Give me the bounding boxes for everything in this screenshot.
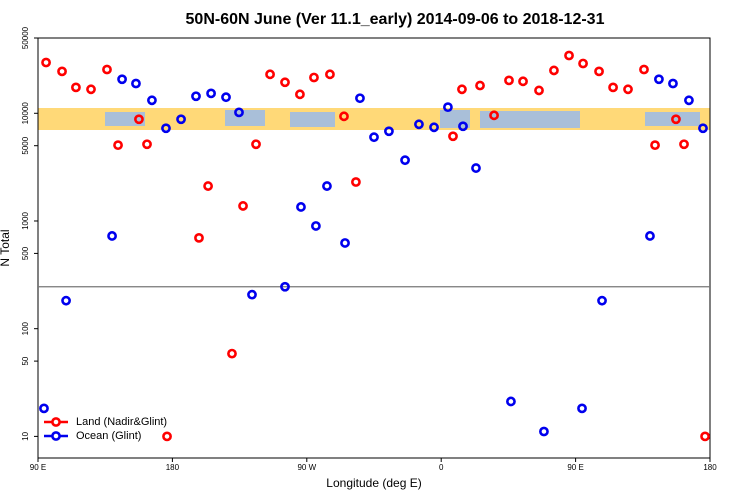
point (280, 77, 290, 88)
y-tick-label: 1000 (21, 212, 30, 230)
point (539, 426, 549, 437)
point (639, 64, 649, 75)
legend-marker (51, 431, 61, 441)
point (369, 132, 379, 143)
point (162, 431, 172, 442)
point (650, 140, 660, 151)
point (134, 114, 144, 125)
y-axis-label: N Total (0, 229, 12, 266)
point (623, 84, 633, 95)
y-tick-label: 50000 (21, 26, 30, 49)
point (147, 95, 157, 106)
point (247, 289, 257, 300)
point (339, 111, 349, 122)
point (107, 231, 117, 241)
x-tick-label: 180 (166, 463, 180, 472)
point (443, 102, 453, 113)
point (400, 155, 410, 166)
y-tick-label: 500 (21, 246, 30, 260)
point (475, 80, 485, 91)
point (309, 72, 319, 83)
point (131, 78, 141, 89)
point (608, 82, 618, 93)
map-strip (38, 108, 710, 130)
point (577, 403, 587, 414)
point (355, 93, 365, 104)
point (698, 123, 708, 134)
point (448, 131, 458, 142)
y-tick-label: 10000 (21, 102, 30, 125)
point (414, 119, 424, 130)
y-tick-label: 10 (21, 431, 30, 440)
point (102, 64, 112, 75)
point (534, 85, 544, 96)
point (311, 221, 321, 231)
point (295, 89, 305, 100)
point (234, 107, 244, 118)
point (265, 69, 275, 80)
point (113, 140, 123, 151)
plot-frame (37, 37, 711, 459)
point (142, 139, 152, 150)
point (458, 121, 468, 132)
point (578, 58, 588, 69)
point (384, 126, 394, 137)
x-axis-label: Longitude (deg E) (326, 476, 421, 490)
point (322, 181, 332, 191)
legend-marker (51, 417, 61, 427)
point (645, 231, 655, 241)
point (518, 76, 528, 87)
y-tick-label: 50 (21, 356, 30, 365)
y-tick-label: 5000 (21, 136, 30, 154)
point (549, 65, 559, 76)
point (429, 122, 439, 133)
point (564, 50, 574, 61)
point (654, 74, 664, 85)
point (597, 295, 607, 306)
point (251, 139, 261, 150)
legend-label: Land (Nadir&Glint) (76, 416, 167, 428)
point (684, 95, 694, 106)
point (227, 348, 237, 359)
x-tick-label: 90 W (297, 463, 316, 472)
point (340, 238, 350, 248)
point (489, 110, 499, 121)
point (41, 57, 51, 68)
point (471, 163, 481, 173)
point (238, 201, 248, 211)
point (61, 295, 71, 306)
point (86, 84, 96, 95)
point (594, 66, 604, 77)
point (161, 123, 171, 134)
point (351, 177, 361, 187)
legend-label: Ocean (Glint) (76, 430, 141, 442)
x-tick-label: 180 (703, 463, 717, 472)
point (325, 69, 335, 80)
point (176, 114, 186, 125)
point (71, 82, 81, 93)
point (671, 114, 681, 125)
point (506, 396, 516, 407)
point (457, 84, 467, 95)
point (296, 202, 306, 212)
point (221, 92, 231, 103)
point (117, 74, 127, 85)
point (280, 281, 290, 292)
point (203, 181, 213, 191)
point (57, 66, 67, 77)
point (39, 403, 49, 414)
point (668, 78, 678, 89)
point (194, 232, 204, 243)
point (679, 139, 689, 150)
point (700, 431, 710, 442)
point (191, 91, 201, 102)
chart-title: 50N-60N June (Ver 11.1_early) 2014-09-06… (186, 11, 605, 28)
point (206, 88, 216, 99)
point (504, 75, 514, 86)
x-tick-label: 0 (439, 463, 444, 472)
x-tick-label: 90 E (567, 463, 583, 472)
x-tick-label: 90 E (30, 463, 46, 472)
y-tick-label: 100 (21, 321, 30, 335)
